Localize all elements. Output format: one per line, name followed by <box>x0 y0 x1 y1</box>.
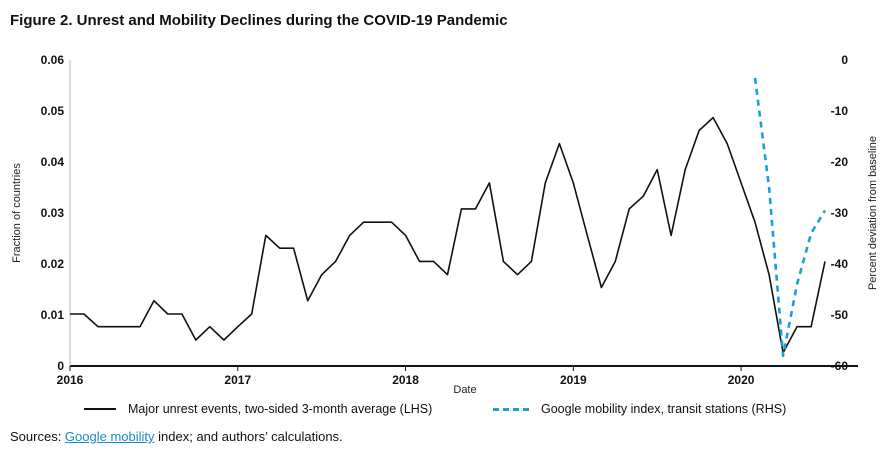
x-tick-label: 2018 <box>392 373 419 387</box>
y-right-tick-label: -30 <box>831 206 849 220</box>
legend-item-mobility: Google mobility index, transit stations … <box>493 402 786 416</box>
y-right-tick-label: -50 <box>831 308 849 322</box>
y-left-tick-label: 0.06 <box>41 53 65 67</box>
sources-prefix: Sources: <box>10 429 65 444</box>
legend-label-mobility: Google mobility index, transit stations … <box>541 402 787 416</box>
google-mobility-link[interactable]: Google mobility <box>64 429 155 444</box>
chart-axes <box>69 60 858 367</box>
y-left-tick-label: 0.04 <box>41 155 65 169</box>
y-left-tick-label: 0.03 <box>41 206 65 220</box>
unrest-series-line <box>70 116 826 354</box>
chart: 2016 2017 2018 2019 2020 0 0.01 0.02 0.03 0.04 0.0… <box>11 53 879 396</box>
chart-ticks: 2016 2017 2018 2019 2020 0 0.01 0.02 0.03 0.04 0.0… <box>41 53 849 387</box>
y-right-tick-label: -60 <box>831 359 849 373</box>
legend-label-unrest: Major unrest events, two-sided 3-month a… <box>128 402 433 416</box>
y-left-tick-label: 0.05 <box>41 104 65 118</box>
x-axis-title: Date <box>453 384 476 396</box>
mobility-series-line <box>753 77 827 358</box>
y-right-tick-label: -20 <box>831 155 849 169</box>
y-left-axis-title: Fraction of countries <box>11 163 23 263</box>
y-left-tick-label: 0.02 <box>41 257 65 271</box>
y-right-axis-title: Percent deviation from baseline <box>867 136 879 290</box>
x-tick-label: 2019 <box>560 373 587 387</box>
y-left-tick-label: 0 <box>57 359 64 373</box>
x-tick-label: 2016 <box>57 373 84 387</box>
sources-suffix: index; and authors’ calculations. <box>154 429 343 444</box>
chart-series <box>69 77 827 358</box>
sources-note: Sources: Google mobility index; and auth… <box>10 429 343 444</box>
legend-swatch-dashed <box>493 407 529 411</box>
x-tick-label: 2020 <box>728 373 755 387</box>
y-right-tick-label: 0 <box>841 53 848 67</box>
chart-axis-labels: Date Fraction of countries Percent deviati… <box>11 136 879 396</box>
legend-swatch-solid <box>84 408 116 410</box>
y-left-tick-label: 0.01 <box>41 308 65 322</box>
y-right-tick-label: -10 <box>831 104 849 118</box>
chart-legend: Major unrest events, two-sided 3-month a… <box>0 402 886 422</box>
y-right-tick-label: -40 <box>831 257 849 271</box>
figure-title: Figure 2. Unrest and Mobility Declines d… <box>10 12 508 29</box>
x-tick-label: 2017 <box>224 373 251 387</box>
legend-item-unrest: Major unrest events, two-sided 3-month a… <box>84 402 432 416</box>
